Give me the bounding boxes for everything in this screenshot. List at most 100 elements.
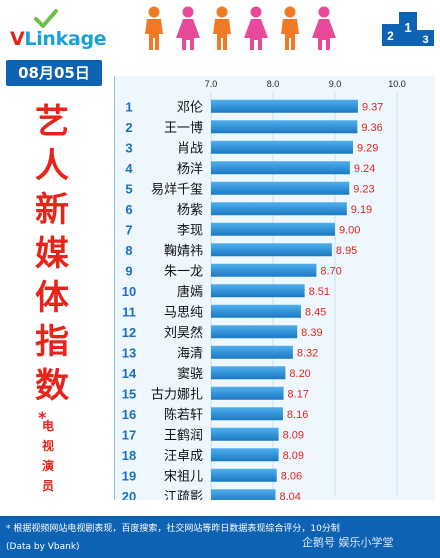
value-label: 8.51 <box>309 286 330 298</box>
rank-label: 12 <box>122 325 136 340</box>
value-label: 8.70 <box>320 265 341 277</box>
footer-note: * 根据视频网站电视剧表现，百度搜索，社交网站等昨日数据表现综合评分，10分制 <box>6 524 340 534</box>
svg-text:3: 3 <box>422 34 428 46</box>
logo-text-rest: Linkage <box>24 28 107 50</box>
person-figure-icon <box>145 6 163 50</box>
date-badge: 08月05日 <box>6 60 102 86</box>
subtitle-char: 员 <box>41 479 54 493</box>
category-label: 唐嫣 <box>177 284 203 300</box>
value-label: 8.17 <box>288 388 309 400</box>
rank-label: 10 <box>122 284 136 299</box>
title-char: 艺 <box>35 102 69 142</box>
bar <box>211 243 332 257</box>
footer-bar: * 根据视频网站电视剧表现，百度搜索，社交网站等昨日数据表现综合评分，10分制 … <box>0 516 440 558</box>
bar <box>211 161 350 175</box>
value-label: 8.06 <box>281 470 302 482</box>
category-label: 杨紫 <box>177 203 203 218</box>
value-label: 8.20 <box>289 368 310 380</box>
person-figure-icon <box>176 6 200 50</box>
rank-label: 17 <box>122 427 136 442</box>
subtitle-char: 视 <box>41 439 54 453</box>
person-figure-icon <box>244 6 268 50</box>
rank-label: 8 <box>125 243 132 258</box>
bar <box>211 304 301 318</box>
value-label: 9.36 <box>361 122 382 134</box>
bar <box>211 468 277 482</box>
value-label: 8.39 <box>301 327 322 339</box>
category-label: 朱一龙 <box>164 264 203 279</box>
category-label: 江疏影 <box>164 490 203 500</box>
rank-label: 2 <box>125 120 132 135</box>
logo-text: VLinkage <box>10 28 107 50</box>
logo-text-v: V <box>10 28 25 50</box>
vertical-title: 艺人新媒体指数 <box>28 100 76 408</box>
bar <box>211 325 298 339</box>
x-tick-label: 8.0 <box>267 79 280 89</box>
watermark-text: 企鹅号 娱乐小学堂 <box>302 536 394 549</box>
svg-text:2: 2 <box>387 29 394 43</box>
x-tick-label: 9.0 <box>329 79 342 89</box>
value-label: 9.23 <box>353 183 374 195</box>
category-label: 肖战 <box>177 141 203 156</box>
category-label: 汪卓成 <box>164 449 203 464</box>
rank-label: 18 <box>122 448 136 463</box>
x-tick-label: 7.0 <box>205 79 218 89</box>
rank-label: 13 <box>122 345 136 360</box>
title-char: 指 <box>35 322 69 362</box>
rank-label: 15 <box>122 386 136 401</box>
asterisk-mark: * <box>38 408 47 427</box>
person-figure-icon <box>213 6 231 50</box>
rank-label: 20 <box>122 489 136 500</box>
bar <box>211 427 279 441</box>
title-char: 数 <box>35 366 69 406</box>
value-label: 8.16 <box>287 409 308 421</box>
person-figure-icon <box>281 6 299 50</box>
rank-label: 11 <box>122 304 136 319</box>
category-label: 海清 <box>177 346 203 361</box>
title-char: 人 <box>35 146 69 186</box>
rank-label: 7 <box>125 222 132 237</box>
category-label: 易烊千玺 <box>151 182 203 197</box>
chart-panel: 7.0 8.0 9.0 10.0 1 邓伦 9.37 2 王一博 9.36 3 肖战 9.29 4 杨洋 9.… <box>114 76 435 500</box>
rank-label: 3 <box>125 140 132 155</box>
category-label: 窦骁 <box>177 367 203 382</box>
bar <box>211 202 347 216</box>
bar <box>211 345 293 359</box>
value-label: 9.00 <box>339 224 360 236</box>
subtitle-char: 电 <box>41 419 54 433</box>
value-label: 8.45 <box>305 306 326 318</box>
category-label: 邓伦 <box>177 100 203 115</box>
category-label: 马思纯 <box>164 305 203 320</box>
svg-text:1: 1 <box>404 20 411 35</box>
rank-label: 19 <box>122 468 136 483</box>
title-char: 体 <box>35 278 69 318</box>
category-label: 王一博 <box>164 121 203 136</box>
bar <box>211 120 358 134</box>
bar <box>211 386 284 400</box>
bar-chart: 7.0 8.0 9.0 10.0 1 邓伦 9.37 2 王一博 9.36 3 肖战 9.29 4 杨洋 9.… <box>122 79 406 500</box>
vlinkage-logo: VLinkage <box>10 8 120 52</box>
bar <box>211 284 305 298</box>
value-label: 9.29 <box>357 142 378 154</box>
bar <box>211 99 358 113</box>
rank-label: 14 <box>122 366 137 381</box>
category-label: 宋祖儿 <box>164 469 203 484</box>
value-label: 9.24 <box>354 163 375 175</box>
data-credit: (Data by Vbank) <box>6 542 80 552</box>
category-label: 刘昊然 <box>164 325 203 341</box>
subtitle-char: 演 <box>41 459 54 473</box>
value-label: 8.09 <box>283 429 304 441</box>
value-label: 9.37 <box>362 101 383 113</box>
rank-label: 4 <box>125 161 133 176</box>
value-label: 8.32 <box>297 347 318 359</box>
bar <box>211 222 335 236</box>
category-label: 鞠婧祎 <box>164 244 203 259</box>
bar <box>211 140 353 154</box>
value-label: 8.95 <box>336 245 357 257</box>
category-label: 王鹤润 <box>164 427 203 443</box>
bar <box>211 448 279 462</box>
rank-label: 1 <box>125 99 132 114</box>
podium-icon: 2 1 3 <box>382 12 434 46</box>
category-label: 杨洋 <box>177 162 203 177</box>
value-label: 8.09 <box>283 450 304 462</box>
